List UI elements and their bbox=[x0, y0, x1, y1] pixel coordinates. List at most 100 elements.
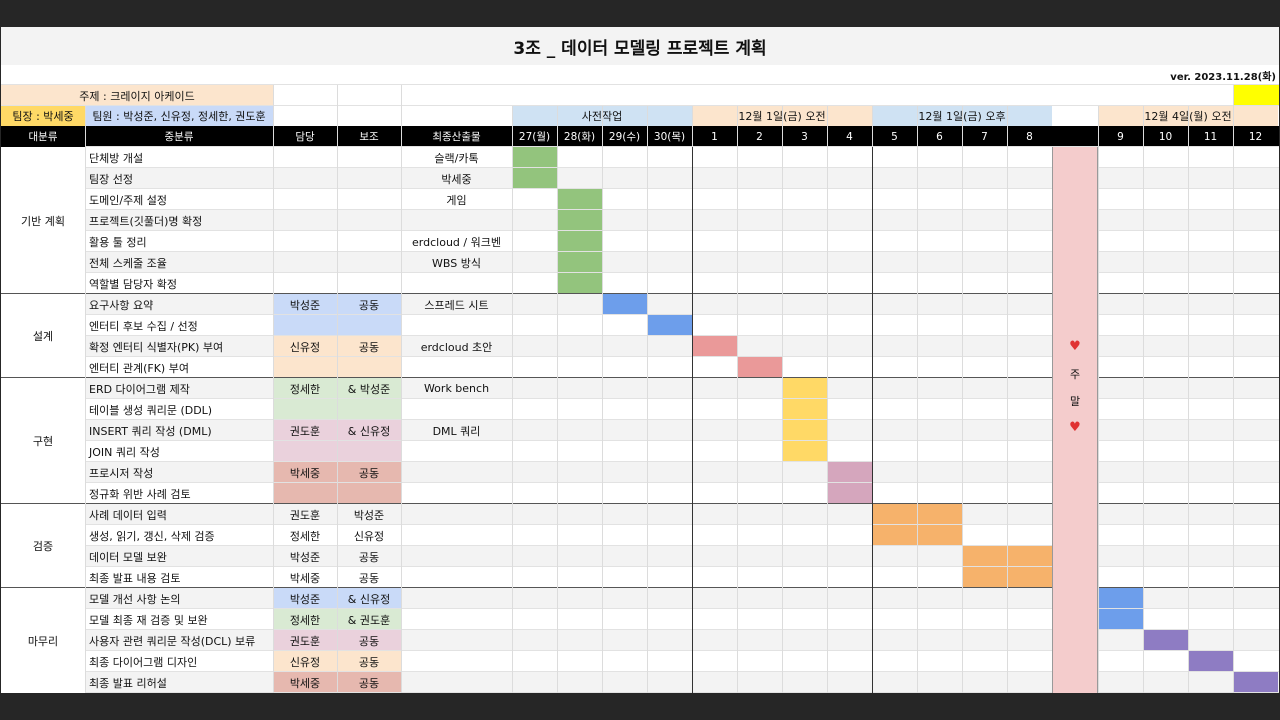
output-cell[interactable] bbox=[401, 357, 512, 378]
assist-cell[interactable] bbox=[337, 357, 401, 378]
assist-cell[interactable]: 공동 bbox=[358, 466, 380, 480]
assist-cell[interactable] bbox=[337, 147, 401, 168]
gantt-bar[interactable] bbox=[557, 189, 602, 210]
output-cell[interactable]: 게임 bbox=[446, 193, 467, 207]
assist-cell[interactable]: 공동 bbox=[358, 634, 380, 648]
gantt-bar[interactable] bbox=[782, 441, 827, 462]
gantt-bar[interactable] bbox=[647, 315, 692, 336]
assist-cell[interactable]: & 권도훈 bbox=[347, 613, 391, 627]
output-cell[interactable]: Work bench bbox=[423, 382, 490, 395]
assist-cell[interactable] bbox=[337, 252, 401, 273]
owner-cell[interactable]: 정세한 bbox=[289, 382, 321, 396]
output-cell[interactable] bbox=[401, 567, 512, 588]
assist-cell[interactable]: 공동 bbox=[358, 571, 380, 585]
assist-cell[interactable] bbox=[337, 273, 401, 294]
output-cell[interactable] bbox=[401, 546, 512, 567]
owner-cell[interactable] bbox=[273, 441, 337, 462]
owner-cell[interactable]: 권도훈 bbox=[289, 508, 321, 522]
gantt-bar[interactable] bbox=[1233, 672, 1278, 693]
gantt-bar[interactable] bbox=[827, 462, 872, 483]
task-label[interactable]: 테이블 생성 쿼리문 (DDL) bbox=[89, 403, 213, 417]
gantt-bar[interactable] bbox=[782, 378, 827, 399]
task-label[interactable]: 모델 최종 재 검증 및 보완 bbox=[89, 613, 208, 627]
output-cell[interactable] bbox=[401, 630, 512, 651]
output-cell[interactable]: WBS 방식 bbox=[432, 256, 481, 270]
output-cell[interactable]: 스프레드 시트 bbox=[424, 298, 489, 312]
assist-cell[interactable]: & 박성준 bbox=[347, 382, 391, 396]
task-label[interactable]: 사례 데이터 입력 bbox=[89, 508, 167, 522]
owner-cell[interactable]: 박성준 bbox=[289, 298, 321, 312]
gantt-bar[interactable] bbox=[782, 420, 827, 441]
gantt-bar[interactable] bbox=[1007, 567, 1052, 588]
owner-cell[interactable]: 박세중 bbox=[289, 676, 321, 690]
assist-cell[interactable] bbox=[337, 189, 401, 210]
task-label[interactable]: ERD 다이어그램 제작 bbox=[89, 382, 190, 396]
owner-cell[interactable] bbox=[273, 210, 337, 231]
task-label[interactable]: 최종 발표 리허설 bbox=[89, 676, 167, 690]
owner-cell[interactable] bbox=[273, 357, 337, 378]
output-cell[interactable] bbox=[401, 273, 512, 294]
output-cell[interactable]: erdcloud / 워크벤 bbox=[412, 235, 501, 249]
gantt-bar[interactable] bbox=[872, 504, 917, 525]
output-cell[interactable]: erdcloud 초안 bbox=[420, 340, 493, 354]
gantt-bar[interactable] bbox=[1143, 630, 1188, 651]
owner-cell[interactable] bbox=[273, 168, 337, 189]
gantt-bar[interactable] bbox=[692, 336, 737, 357]
owner-cell[interactable] bbox=[273, 483, 337, 504]
output-cell[interactable] bbox=[401, 609, 512, 630]
output-cell[interactable] bbox=[401, 462, 512, 483]
task-label[interactable]: 데이터 모델 보완 bbox=[89, 550, 167, 564]
assist-cell[interactable]: & 신유정 bbox=[347, 592, 391, 606]
assist-cell[interactable]: 공동 bbox=[358, 298, 380, 312]
task-label[interactable]: 프로젝트(깃풀더)명 확정 bbox=[89, 214, 203, 228]
owner-cell[interactable] bbox=[273, 315, 337, 336]
output-cell[interactable] bbox=[401, 399, 512, 420]
task-label[interactable]: 활용 툴 정리 bbox=[89, 235, 147, 249]
assist-cell[interactable]: 공동 bbox=[358, 676, 380, 690]
task-label[interactable]: 엔터티 후보 수집 / 선정 bbox=[89, 319, 198, 333]
gantt-bar[interactable] bbox=[1098, 588, 1143, 609]
gantt-bar[interactable] bbox=[737, 357, 782, 378]
assist-cell[interactable] bbox=[337, 231, 401, 252]
gantt-bar[interactable] bbox=[917, 525, 962, 546]
assist-cell[interactable]: & 신유정 bbox=[347, 424, 391, 438]
owner-cell[interactable] bbox=[273, 147, 337, 168]
output-cell[interactable]: DML 쿼리 bbox=[432, 424, 481, 438]
gantt-bar[interactable] bbox=[827, 483, 872, 504]
topic-cell[interactable]: 주제 : 크레이지 아케이드 bbox=[1, 85, 273, 106]
members-cell[interactable]: 팀원 : 박성준, 신유정, 정세한, 권도훈 bbox=[85, 106, 273, 126]
owner-cell[interactable]: 신유정 bbox=[289, 655, 321, 669]
task-label[interactable]: 팀장 선정 bbox=[89, 172, 133, 186]
gantt-bar[interactable] bbox=[557, 252, 602, 273]
owner-cell[interactable]: 박세중 bbox=[289, 466, 321, 480]
output-cell[interactable] bbox=[401, 210, 512, 231]
gantt-bar[interactable] bbox=[1007, 546, 1052, 567]
leader-cell[interactable]: 팀장 : 박세중 bbox=[1, 106, 85, 126]
task-label[interactable]: INSERT 쿼리 작성 (DML) bbox=[89, 424, 212, 438]
task-label[interactable]: 정규화 위반 사례 검토 bbox=[89, 487, 191, 501]
gantt-bar[interactable] bbox=[917, 504, 962, 525]
section-label[interactable]: 기반 계획 bbox=[1, 147, 85, 294]
task-label[interactable]: 사용자 관련 쿼리문 작성(DCL) 보류 bbox=[89, 634, 256, 648]
assist-cell[interactable] bbox=[337, 441, 401, 462]
owner-cell[interactable]: 정세한 bbox=[289, 529, 321, 543]
task-label[interactable]: 모델 개선 사항 논의 bbox=[89, 592, 181, 606]
assist-cell[interactable]: 신유정 bbox=[353, 529, 385, 543]
task-label[interactable]: 엔터티 관계(FK) 부여 bbox=[89, 361, 189, 375]
gantt-bar[interactable] bbox=[1098, 609, 1143, 630]
owner-cell[interactable] bbox=[273, 189, 337, 210]
owner-cell[interactable]: 권도훈 bbox=[289, 634, 321, 648]
output-cell[interactable] bbox=[401, 651, 512, 672]
assist-cell[interactable] bbox=[337, 483, 401, 504]
gantt-bar[interactable] bbox=[557, 273, 602, 294]
assist-cell[interactable]: 공동 bbox=[358, 340, 380, 354]
gantt-bar[interactable] bbox=[872, 525, 917, 546]
task-label[interactable]: 프로시저 작성 bbox=[89, 466, 154, 480]
gantt-bar[interactable] bbox=[962, 567, 1007, 588]
output-cell[interactable] bbox=[401, 588, 512, 609]
owner-cell[interactable]: 박성준 bbox=[289, 592, 321, 606]
section-label[interactable]: 설계 bbox=[1, 294, 85, 378]
owner-cell[interactable]: 신유정 bbox=[289, 340, 321, 354]
assist-cell[interactable]: 공동 bbox=[358, 550, 380, 564]
gantt-bar[interactable] bbox=[962, 546, 1007, 567]
